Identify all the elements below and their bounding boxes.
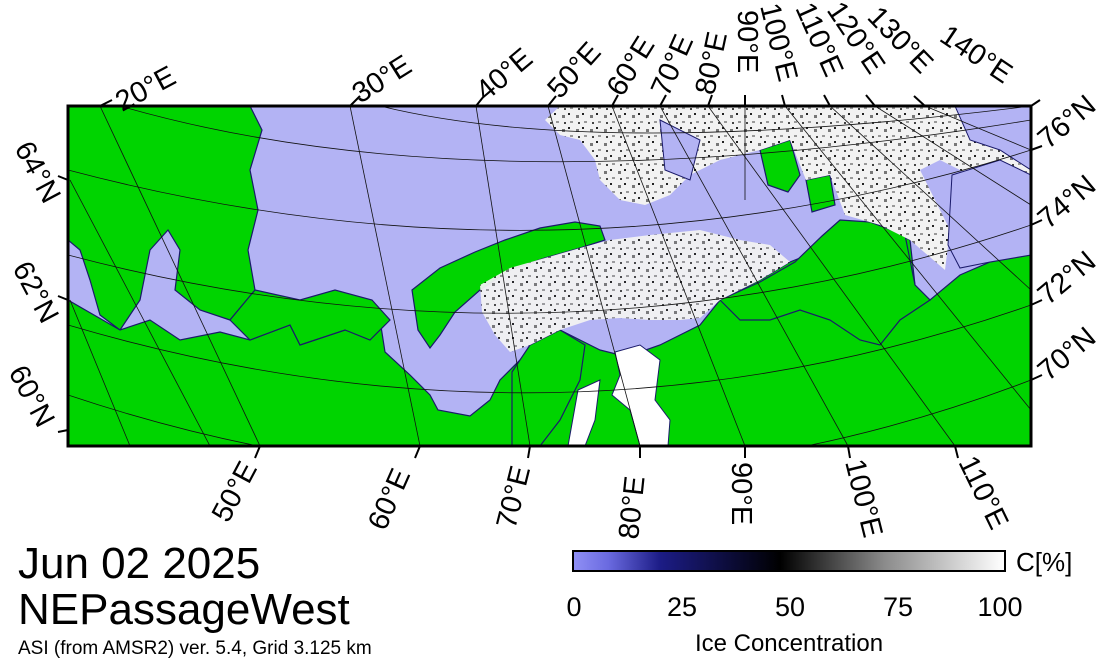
frame-ticks <box>57 94 1043 459</box>
lon-label-bottom: 80°E <box>613 475 651 541</box>
lon-label-bottom: 60°E <box>362 464 417 535</box>
colorbar-title: Ice Concentration <box>694 630 884 657</box>
lat-label-right: 72°N <box>1032 245 1102 311</box>
lon-label-top: 80°E <box>690 29 734 97</box>
colorbar-unit-label: C[%] <box>1016 547 1073 577</box>
lon-label-bottom: 50°E <box>206 456 264 527</box>
lat-label-left: 62°N <box>6 256 65 328</box>
source-label: ASI (from AMSR2) ver. 5.4, Grid 3.125 km <box>18 638 372 659</box>
lon-label-top: 50°E <box>541 36 607 104</box>
date-label: Jun 02 2025 <box>18 539 261 588</box>
colorbar-tick: 100 <box>977 592 1023 622</box>
ice-ob-gulf <box>611 344 671 446</box>
colorbar-tick: 0 <box>566 592 582 622</box>
lat-label-left: 60°N <box>2 360 61 432</box>
lon-label-bottom: 70°E <box>491 463 537 532</box>
colorbar-tick: 50 <box>774 592 806 622</box>
lon-label-bottom: 110°E <box>952 451 1015 534</box>
region-label: NEPassageWest <box>18 585 350 634</box>
lat-label-left: 64°N <box>8 136 67 208</box>
lon-label-top: 40°E <box>470 42 539 107</box>
ice-yenisei <box>567 379 601 446</box>
colorbar <box>572 550 1006 572</box>
bottom-lon-labels: 50°E 60°E 70°E 80°E 90°E 100°E 110°E <box>206 451 1014 541</box>
lat-label-right: 76°N <box>1032 89 1102 155</box>
lat-label-right: 70°N <box>1032 321 1102 387</box>
lon-label-bottom: 90°E <box>725 462 757 525</box>
lon-label-top: 140°E <box>934 19 1018 90</box>
lon-label-top: 90°E <box>731 10 763 73</box>
ice-kara-sea <box>480 230 790 352</box>
top-lon-labels: 20°E 30°E 40°E 50°E 60°E 70°E 80°E 90°E … <box>110 0 1017 118</box>
lon-label-bottom: 100°E <box>838 456 888 541</box>
land-taymyr <box>718 219 931 346</box>
map-body <box>68 106 1031 446</box>
map-frame <box>66 104 1033 448</box>
graticule <box>68 106 1031 446</box>
polynyas <box>659 106 1031 269</box>
lat-label-right: 74°N <box>1032 169 1102 235</box>
colorbar-tick: 75 <box>882 592 914 622</box>
colorbar-tick: 25 <box>666 592 698 622</box>
lon-label-top: 30°E <box>347 49 418 110</box>
land-kola <box>229 289 391 346</box>
